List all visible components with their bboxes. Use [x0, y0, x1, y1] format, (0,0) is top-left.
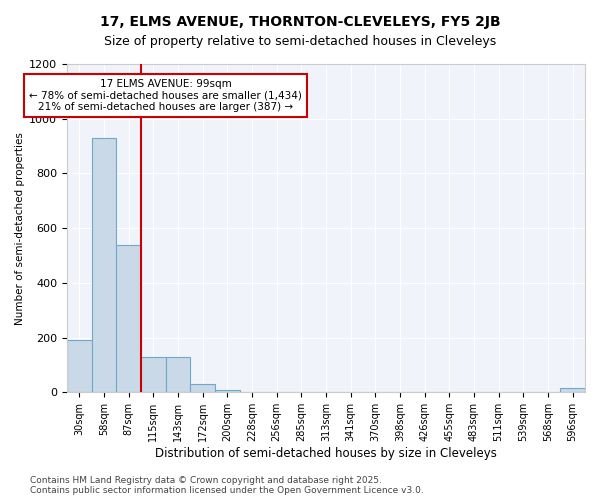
Bar	[141, 357, 166, 392]
Bar	[215, 390, 239, 392]
Bar	[92, 138, 116, 392]
Bar	[190, 384, 215, 392]
Text: 17 ELMS AVENUE: 99sqm
← 78% of semi-detached houses are smaller (1,434)
21% of s: 17 ELMS AVENUE: 99sqm ← 78% of semi-deta…	[29, 79, 302, 112]
X-axis label: Distribution of semi-detached houses by size in Cleveleys: Distribution of semi-detached houses by …	[155, 447, 497, 460]
Y-axis label: Number of semi-detached properties: Number of semi-detached properties	[15, 132, 25, 324]
Bar	[67, 340, 92, 392]
Bar	[560, 388, 585, 392]
Bar	[116, 244, 141, 392]
Bar	[166, 357, 190, 392]
Text: 17, ELMS AVENUE, THORNTON-CLEVELEYS, FY5 2JB: 17, ELMS AVENUE, THORNTON-CLEVELEYS, FY5…	[100, 15, 500, 29]
Text: Contains HM Land Registry data © Crown copyright and database right 2025.
Contai: Contains HM Land Registry data © Crown c…	[30, 476, 424, 495]
Text: Size of property relative to semi-detached houses in Cleveleys: Size of property relative to semi-detach…	[104, 35, 496, 48]
